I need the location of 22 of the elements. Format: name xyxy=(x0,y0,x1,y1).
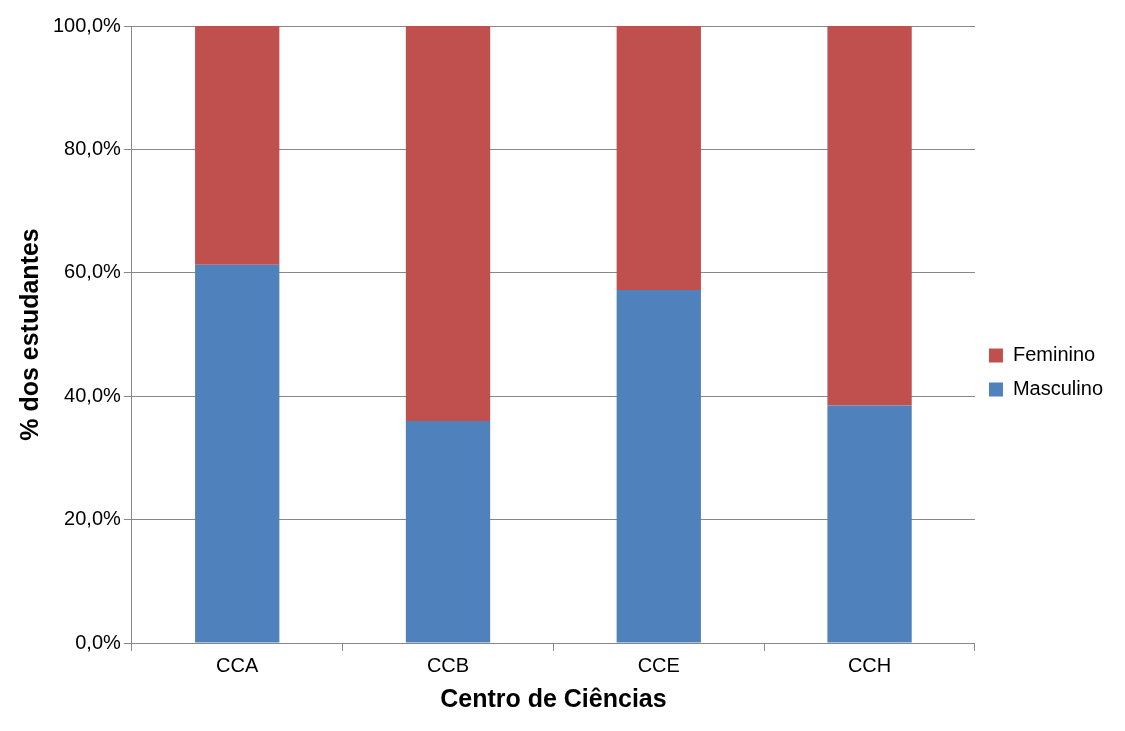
bar xyxy=(827,405,912,643)
bar xyxy=(405,420,491,643)
x-tick-label: CCA xyxy=(216,653,259,676)
y-tick-label: 20,0% xyxy=(64,507,122,530)
x-tick-label: CCH xyxy=(847,653,892,676)
y-tick-label: 40,0% xyxy=(64,383,122,406)
y-tick-label: 80,0% xyxy=(64,136,122,159)
bar xyxy=(616,26,701,291)
legend-label: Masculino xyxy=(1012,377,1104,400)
x-tick-label: CCE xyxy=(637,653,680,676)
legend-label: Feminino xyxy=(1012,343,1096,366)
bar xyxy=(195,264,280,643)
bar xyxy=(616,290,701,643)
bar xyxy=(405,26,491,421)
bar xyxy=(827,26,912,406)
bar xyxy=(195,26,280,265)
y-tick-label: 100,0% xyxy=(52,13,122,36)
y-axis-title: % dos estudantes xyxy=(14,228,43,441)
y-tick-label: 60,0% xyxy=(64,260,122,283)
y-tick-label: 0,0% xyxy=(75,630,122,653)
x-tick-label: CCB xyxy=(426,653,470,676)
x-axis-title: Centro de Ciências xyxy=(440,683,667,712)
